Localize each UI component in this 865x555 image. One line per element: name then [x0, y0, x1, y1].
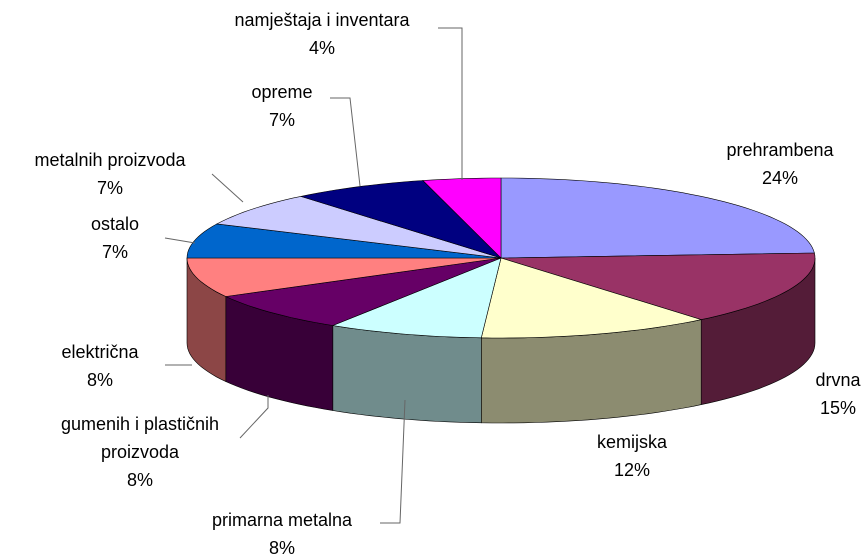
leader-line: [164, 237, 196, 244]
value-label: 8%: [86, 370, 114, 390]
data-label: prehrambena 24%: [726, 136, 833, 192]
leader-line: [211, 173, 244, 203]
slice: [500, 252, 816, 320]
slice: [500, 177, 815, 259]
value-label: 24%: [761, 168, 799, 188]
slice: [186, 257, 502, 297]
value-label: 4%: [308, 38, 336, 58]
category-label: kemijska: [596, 432, 668, 452]
value-label: 7%: [268, 110, 295, 130]
data-label: drvna 15%: [815, 366, 860, 422]
slice: [186, 223, 502, 259]
leader-line: [239, 395, 269, 439]
slice: [300, 180, 502, 259]
value-label: 12%: [613, 460, 651, 480]
category-label: metalnih proizvoda: [34, 150, 186, 170]
value-label: 7%: [101, 242, 129, 262]
category-label: prehrambena: [726, 140, 834, 160]
data-label: opreme 7%: [251, 78, 312, 134]
data-label: metalnih proizvoda 7%: [34, 146, 185, 202]
slice: [215, 196, 502, 259]
value-label: 7%: [96, 178, 123, 198]
slice: [331, 257, 502, 339]
value-label: 15%: [819, 398, 857, 418]
category-label: primarna metalna: [211, 510, 353, 530]
data-label: gumenih i plastičnih proizvoda 8%: [20, 410, 260, 494]
category-label: namještaja i inventara: [234, 10, 410, 30]
leader-line: [330, 97, 361, 187]
leader-line: [438, 27, 463, 180]
slice: [480, 257, 703, 339]
category-label: gumenih i plastičnih proizvoda: [60, 414, 220, 462]
data-label: primarna metalna 8%: [212, 506, 352, 555]
data-label: električna 8%: [61, 338, 138, 394]
data-label: kemijska 12%: [597, 428, 667, 484]
category-label: drvna: [815, 370, 861, 390]
leader-line: [380, 399, 406, 524]
category-label: opreme: [251, 82, 313, 102]
value-label: 8%: [126, 470, 153, 490]
value-label: 8%: [268, 538, 295, 555]
slice-side: [332, 325, 482, 424]
category-label: električna: [61, 342, 139, 362]
category-label: ostalo: [90, 214, 140, 234]
data-label: ostalo 7%: [91, 210, 139, 266]
slice: [224, 257, 502, 326]
data-label: namještaja i inventara 4%: [234, 6, 409, 62]
